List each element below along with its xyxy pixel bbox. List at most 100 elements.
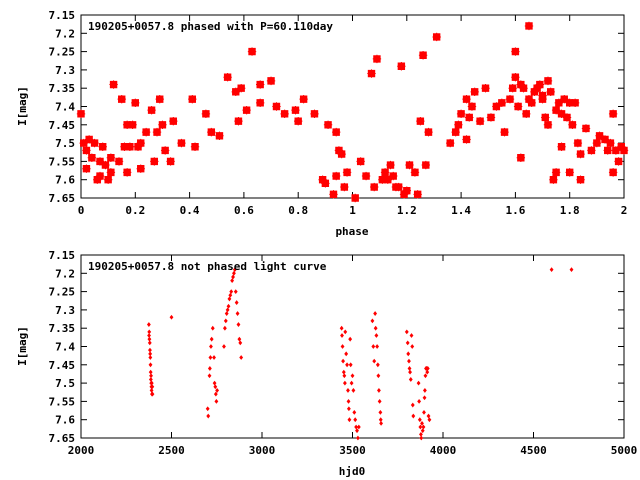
data-point: [341, 369, 346, 375]
data-point: [207, 366, 212, 371]
data-point: [348, 336, 353, 342]
data-point: [205, 406, 210, 412]
data-point: [352, 409, 357, 415]
data-point: [294, 116, 303, 126]
data-point: [505, 94, 515, 104]
data-point: [201, 109, 211, 119]
data-point: [410, 168, 420, 177]
data-point: [462, 94, 471, 104]
data-point: [549, 175, 558, 184]
data-point: [372, 54, 382, 64]
data-point: [212, 355, 216, 360]
data-point: [169, 314, 174, 320]
data-point: [374, 333, 379, 338]
data-point: [147, 333, 151, 338]
data-point: [76, 109, 86, 119]
data-point: [136, 164, 145, 173]
data-point: [103, 175, 113, 184]
data-point: [446, 138, 455, 148]
data-point: [413, 190, 422, 199]
data-point: [150, 157, 159, 166]
y-tick-label: 7.4: [55, 341, 75, 354]
data-point: [152, 127, 162, 137]
data-point: [342, 373, 347, 379]
data-point: [339, 325, 344, 331]
phased-panel: 0 0.2 0.4 0.6 0.8 1 1.2 1.4 1.6 1.8 2 7.15 7.2 7.25 7.…: [16, 9, 629, 238]
data-point: [538, 94, 547, 104]
data-point: [405, 340, 410, 346]
x-tick-label: 2000: [68, 444, 95, 457]
phased-data-points: [76, 21, 629, 203]
y-tick-label: 7.15: [49, 9, 76, 22]
data-point: [347, 417, 352, 423]
y-tick-label: 7.5: [55, 137, 75, 150]
data-point: [371, 344, 376, 349]
data-point: [344, 351, 349, 357]
unphased-data-points: [146, 267, 574, 441]
data-point: [234, 300, 239, 305]
data-point: [209, 336, 214, 342]
data-point: [569, 267, 574, 273]
data-point: [346, 406, 351, 412]
data-point: [342, 168, 352, 177]
data-point: [169, 116, 178, 126]
data-point: [565, 168, 574, 177]
data-point: [420, 420, 424, 426]
data-point: [508, 84, 517, 93]
data-point: [592, 138, 602, 148]
data-point: [410, 344, 415, 349]
data-point: [380, 168, 390, 177]
data-point: [114, 157, 124, 166]
y-tick-label: 7.25: [49, 46, 76, 59]
data-point: [432, 32, 441, 42]
data-point: [421, 424, 426, 430]
x-tick-label: 5000: [611, 444, 638, 457]
data-point: [155, 94, 164, 104]
x-tick-label: 1.6: [505, 204, 525, 217]
y-tick-label: 7.3: [55, 304, 75, 317]
y-tick-label: 7.6: [55, 414, 75, 427]
data-point: [147, 336, 152, 342]
data-point: [131, 98, 140, 108]
data-point: [543, 120, 553, 129]
phased-y-axis-label: I[mag]: [16, 86, 29, 126]
data-point: [614, 157, 623, 166]
data-point: [377, 399, 382, 404]
data-point: [356, 424, 361, 430]
data-point: [117, 94, 126, 104]
data-point: [215, 388, 220, 393]
data-point: [148, 369, 153, 375]
data-point: [513, 102, 523, 111]
data-point: [454, 120, 463, 129]
data-point: [389, 171, 398, 181]
data-point: [356, 157, 365, 166]
data-point: [337, 149, 346, 159]
data-point: [421, 160, 431, 170]
data-point: [422, 409, 426, 415]
data-point: [470, 87, 479, 97]
data-point: [418, 431, 423, 437]
y-tick-label: 7.35: [49, 82, 76, 95]
data-point: [146, 322, 151, 327]
data-point: [378, 417, 383, 423]
data-point: [422, 395, 427, 401]
data-point: [541, 113, 550, 122]
data-point: [230, 278, 235, 284]
data-point: [95, 171, 105, 181]
data-point: [235, 311, 240, 316]
data-point: [329, 190, 338, 199]
data-point: [409, 333, 414, 338]
data-point: [619, 146, 629, 155]
data-point: [519, 84, 528, 93]
data-point: [147, 329, 152, 335]
data-point: [424, 127, 433, 137]
data-point: [340, 344, 345, 349]
data-point: [125, 142, 135, 151]
data-point: [554, 98, 564, 108]
data-point: [608, 168, 618, 177]
x-tick-label: 0: [78, 204, 85, 217]
data-point: [511, 73, 520, 82]
unphased-plot-frame: [80, 254, 625, 439]
data-point: [425, 369, 430, 375]
